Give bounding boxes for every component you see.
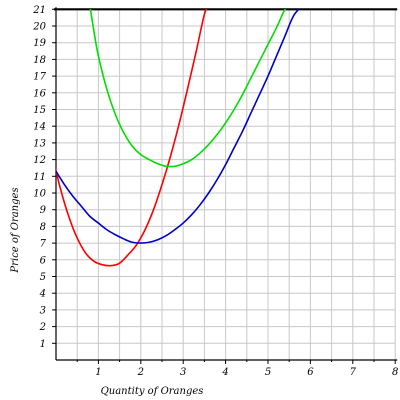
y-tick-label: 17 [33,72,46,83]
y-tick-label: 9 [40,205,47,216]
x-tick-label: 8 [392,367,398,378]
y-tick-label: 2 [39,322,46,333]
series-line-3 [56,9,301,244]
x-axis-label: Quantity of Oranges [101,386,204,397]
y-axis-label: Price of Oranges [10,187,21,273]
x-tick-label: 3 [180,367,186,378]
series-line-1 [56,9,208,267]
y-tick-label: 3 [40,305,46,316]
y-tick-label: 6 [40,255,47,266]
y-tick-label: 16 [33,88,46,99]
x-tick-label: 6 [307,367,314,378]
x-tick-label: 1 [95,367,101,378]
x-tick-label: 2 [137,367,144,378]
y-tick-label: 10 [33,189,46,200]
y-tick-label: 11 [33,172,46,183]
y-tick-label: 13 [33,138,46,149]
y-tick-label: 12 [33,155,46,166]
y-tick-label: 8 [40,222,46,233]
y-tick-label: 19 [33,38,46,49]
y-tick-label: 7 [40,239,47,250]
y-tick-label: 5 [40,272,46,283]
y-tick-label: 18 [33,55,46,66]
x-tick-label: 5 [265,367,271,378]
grid [56,8,396,360]
x-tick-label: 4 [221,367,228,378]
axes [52,7,398,364]
y-tick-label: 1 [40,339,46,350]
y-tick-label: 15 [33,105,46,116]
y-tick-label: 20 [32,22,46,33]
series-layer [56,9,301,267]
series-line-2 [89,9,287,168]
x-tick-label: 7 [350,367,357,378]
y-tick-label: 21 [32,5,46,16]
y-tick-label: 4 [39,289,46,300]
y-tick-label: 14 [33,122,46,133]
